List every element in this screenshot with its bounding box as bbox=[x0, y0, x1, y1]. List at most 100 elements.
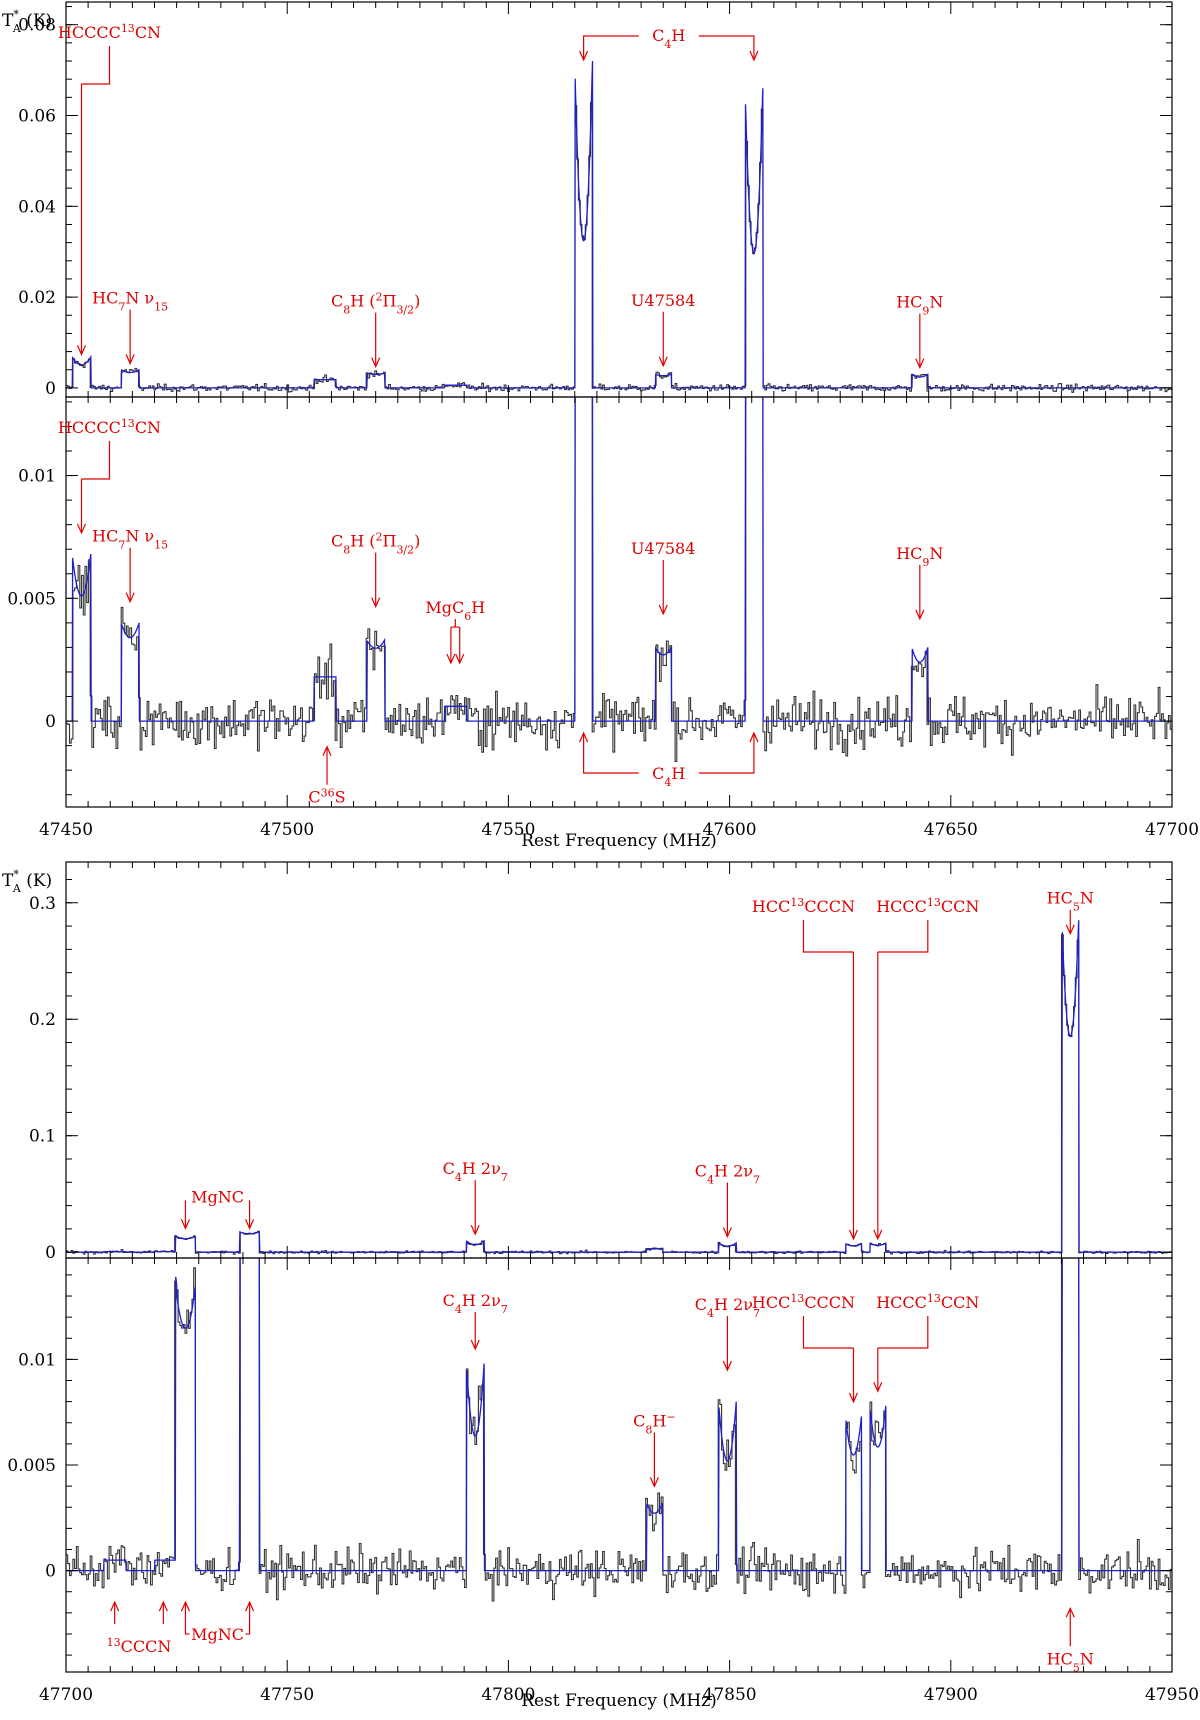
model-fit bbox=[66, 1258, 1172, 1572]
label-mgnc-b-arrow-head bbox=[245, 1600, 255, 1612]
y-tick-label: 0.02 bbox=[18, 288, 56, 308]
x-axis-title: Rest Frequency (MHz) bbox=[521, 831, 717, 851]
label-hc9n-arrow-head bbox=[915, 609, 925, 621]
label-hc5n-arrow-head bbox=[1065, 924, 1075, 936]
y-tick-label: 0.2 bbox=[29, 1010, 56, 1030]
label-c4h-a-arrow-head bbox=[579, 50, 589, 62]
x-tick-label: 47700 bbox=[1145, 820, 1199, 840]
label-u47584-arrow-head bbox=[658, 356, 668, 368]
label-mgnc: MgNC bbox=[191, 1625, 244, 1644]
label-mgnc: MgNC bbox=[191, 1187, 244, 1206]
label-c4h-2v7-b: C4H 2ν7 bbox=[695, 1295, 760, 1320]
label-mgnc-b-arrow-head bbox=[245, 1219, 255, 1230]
label-c4h-b-arrow-head bbox=[749, 50, 759, 62]
y-tick-label: 0 bbox=[45, 1562, 56, 1582]
observed-spectrum bbox=[66, 101, 1172, 393]
x-tick-label: 47900 bbox=[924, 1685, 978, 1705]
label-c4h-2v7-a: C4H 2ν7 bbox=[443, 1291, 508, 1316]
x-tick-label: 47600 bbox=[703, 820, 757, 840]
y-tick-label: 0.1 bbox=[29, 1127, 56, 1147]
label-u47584: U47584 bbox=[631, 539, 695, 558]
subpanel-bottom-zoom: 0 0.005 0.01 C4H 2ν7 C4H 2ν7 C8H− HCC13CCCN HCC… bbox=[7, 1257, 1173, 1674]
label-hcccc13cn-bracket bbox=[81, 46, 111, 85]
annotations: MgNC C4H 2ν7 C4H 2ν7 HCC13CCCN HCCC13CCN HC5N bbox=[180, 889, 1094, 1241]
x-tick-label: 47950 bbox=[1145, 1685, 1199, 1705]
label-hcc13cccn-arrow-head bbox=[848, 1229, 859, 1241]
plot-frame bbox=[65, 1257, 1173, 1673]
label-hccc13ccn-arrow-head bbox=[873, 1229, 883, 1241]
y-tick-label: 0.01 bbox=[18, 1350, 56, 1370]
label-mgnc-bracket-left bbox=[184, 1616, 190, 1635]
label-mgc6h-a-arrow-head bbox=[446, 653, 456, 665]
subpanel-top-full: 0 0.02 0.04 0.06 0.08 HCCCC13CN HC7N ν15 C8H (2… bbox=[18, 1, 1173, 399]
label-c4h-2v7-a-arrow-head bbox=[470, 1339, 480, 1351]
label-hcccc13cn-bracket bbox=[81, 441, 111, 480]
label-c4h-2v7-a: C4H 2ν7 bbox=[443, 1159, 508, 1184]
observed-spectrum bbox=[66, 1258, 1172, 1602]
label-c8h-2pi3-2: C8H (2Π3/2) bbox=[331, 290, 420, 316]
y-tick-label: 0 bbox=[45, 1243, 56, 1263]
x-tick-label: 47850 bbox=[703, 1685, 757, 1705]
label-hc7n-v15-arrow-head bbox=[125, 592, 135, 604]
label-hcccc13cn-arrow-head bbox=[76, 345, 87, 356]
label-hcc13cccn-arrow-head bbox=[848, 1392, 859, 1404]
label-hcccc13cn-arrow-head bbox=[76, 523, 87, 535]
y-tick-label: 0.06 bbox=[18, 107, 56, 127]
label-mgnc-a-arrow-head bbox=[180, 1600, 190, 1612]
label-c4h-b-arrow-head bbox=[749, 731, 759, 743]
annotations: HCCCC13CN HC7N ν15 C8H (2Π3/2) C4H U47584 HC9… bbox=[58, 22, 943, 370]
label-hcccc13cn: HCCCC13CN bbox=[58, 22, 161, 43]
label-c4h: C4H bbox=[652, 764, 685, 789]
label-hcc13cccn-bracket bbox=[802, 920, 854, 953]
label-mgc6h-b-arrow-head bbox=[455, 653, 465, 665]
label-u47584-arrow-head bbox=[658, 604, 668, 616]
label-c36s-arrow-head bbox=[322, 745, 332, 756]
label-13cccn: 13CCCN bbox=[107, 1636, 172, 1657]
label-hc7n-v15-arrow-head bbox=[125, 354, 135, 365]
label-hccc13ccn: HCCC13CCN bbox=[876, 1292, 979, 1313]
label-hc9n: HC9N bbox=[896, 544, 943, 569]
y-tick-label: 0.04 bbox=[18, 197, 56, 217]
label-c8h-2pi3-2-arrow-head bbox=[371, 357, 381, 369]
label-mgnc-a-arrow-head bbox=[180, 1219, 190, 1230]
x-axis-title: Rest Frequency (MHz) bbox=[521, 1691, 717, 1711]
label-u47584: U47584 bbox=[631, 291, 695, 310]
label-c4h-bracket-right bbox=[698, 753, 755, 774]
plot-frame bbox=[65, 396, 1173, 808]
y-tick-label: 0.3 bbox=[29, 894, 56, 914]
label-hc5n-arrow-head bbox=[1065, 1606, 1075, 1618]
y-tick-label: 0 bbox=[45, 379, 56, 399]
label-c8h-: C8H− bbox=[633, 1410, 675, 1436]
label-hccc13ccn-bracket bbox=[877, 1316, 929, 1349]
y-tick-label: 0.005 bbox=[7, 1456, 56, 1476]
x-tick-label: 47500 bbox=[260, 820, 314, 840]
x-axis-top: 47450 47500 47550 47600 47650 47700 Rest Frequ… bbox=[39, 820, 1199, 851]
label-hc9n: HC9N bbox=[896, 293, 943, 318]
y-tick-label: 0 bbox=[45, 712, 56, 732]
label-c4h-2v7-a-arrow-head bbox=[470, 1224, 480, 1236]
label-hcc13cccn: HCC13CCCN bbox=[752, 1292, 855, 1313]
label-hcc13cccn-bracket bbox=[802, 1316, 854, 1349]
x-tick-label: 47550 bbox=[481, 820, 535, 840]
label-hcc13cccn: HCC13CCCN bbox=[752, 896, 855, 917]
x-tick-label: 47800 bbox=[481, 1685, 535, 1705]
label-hc5n: HC5N bbox=[1047, 1649, 1094, 1674]
label-mgnc-bracket-right bbox=[245, 1616, 251, 1635]
label-13cccn-a-arrow-head bbox=[110, 1600, 120, 1612]
label-hc7n-v15: HC7N ν15 bbox=[92, 288, 168, 313]
x-axis-bottom: 47700 47750 47800 47850 47900 47950 Rest Frequ… bbox=[39, 1685, 1199, 1711]
label-mgc6h: MgC6H bbox=[425, 598, 485, 623]
label-hcccc13cn: HCCCC13CN bbox=[58, 417, 161, 438]
label-c4h-bracket-left bbox=[583, 35, 639, 50]
x-tick-label: 47750 bbox=[260, 1685, 314, 1705]
y-axis-title: T* A (K) bbox=[2, 8, 52, 35]
label-hc7n-v15: HC7N ν15 bbox=[92, 527, 168, 552]
label-c8h-2pi3-2: C8H (2Π3/2) bbox=[331, 530, 420, 556]
label-hccc13ccn-arrow-head bbox=[873, 1382, 883, 1393]
x-tick-label: 47650 bbox=[924, 820, 978, 840]
label-c4h-2v7-b-arrow-head bbox=[722, 1227, 732, 1239]
